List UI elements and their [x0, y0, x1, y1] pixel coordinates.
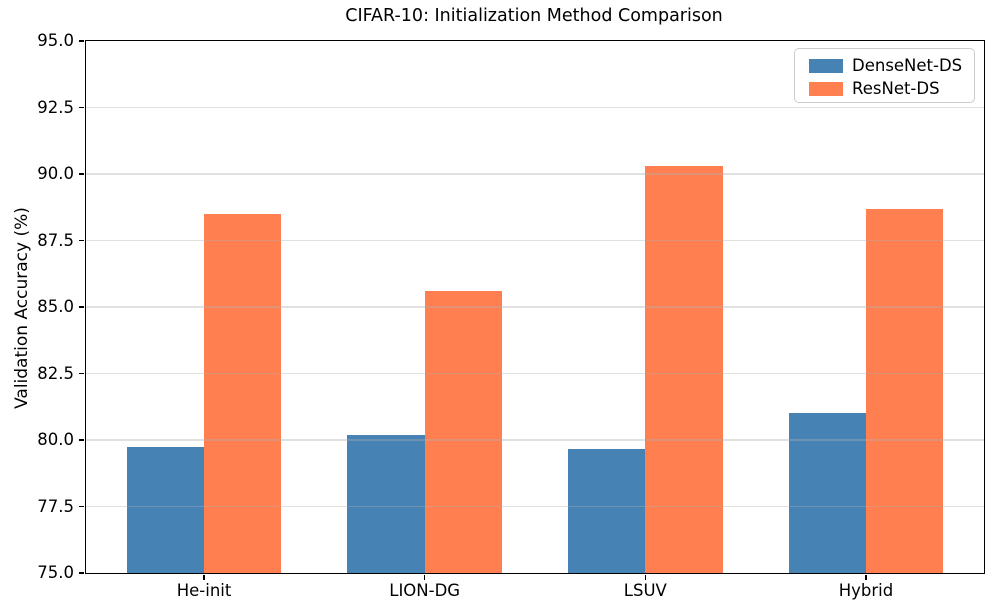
bar-resnet-ds-lion-dg — [424, 291, 502, 573]
x-tick-label-he-init: He-init — [176, 581, 232, 600]
legend: DenseNet-DS ResNet-DS — [794, 48, 975, 103]
x-tick-label-hybrid: Hybrid — [838, 581, 894, 600]
x-tick-mark — [423, 574, 426, 580]
legend-label: ResNet-DS — [852, 79, 940, 98]
legend-label: DenseNet-DS — [852, 56, 963, 75]
y-tick-label: 80.0 — [37, 430, 74, 449]
bar-resnet-ds-lsuv — [645, 166, 723, 573]
x-tick-label-lion-dg: LION-DG — [389, 581, 461, 600]
bar-resnet-ds-he-init — [204, 213, 282, 573]
y-tick-mark — [79, 40, 85, 42]
y-tick-mark — [79, 306, 85, 308]
gridline-y-90-0 — [86, 173, 984, 175]
x-tick-label-lsuv: LSUV — [623, 581, 667, 600]
legend-swatch-resnet-ds — [809, 82, 843, 96]
bar-densenet-ds-hybrid — [788, 413, 866, 573]
legend-swatch-densenet-ds — [809, 59, 843, 73]
y-tick-label: 82.5 — [37, 363, 74, 383]
y-tick-mark — [79, 372, 85, 375]
y-tick-mark — [79, 173, 85, 175]
bar-densenet-ds-lion-dg — [347, 434, 425, 573]
y-tick-label: 92.5 — [37, 97, 74, 117]
legend-item-densenet-ds: DenseNet-DS — [809, 56, 974, 76]
plot-area: 75.0 77.5 80.0 82.5 85.0 87.5 90.0 92.5 95.0 He-i… — [37, 32, 985, 600]
y-tick-label: 90.0 — [37, 164, 74, 183]
y-tick-label: 85.0 — [37, 297, 74, 316]
y-tick-label: 95.0 — [37, 31, 74, 50]
legend-item-resnet-ds: ResNet-DS — [809, 79, 974, 99]
y-tick-mark — [79, 239, 85, 242]
bar-densenet-ds-lsuv — [568, 449, 646, 573]
bar-resnet-ds-hybrid — [865, 208, 944, 573]
y-tick-mark — [79, 505, 85, 508]
gridline-y-92-5 — [86, 106, 984, 109]
bar-densenet-ds-he-init — [126, 446, 205, 573]
chart-title: CIFAR-10: Initialization Method Comparis… — [345, 6, 723, 26]
y-tick-label: 77.5 — [37, 496, 74, 516]
x-tick-mark — [203, 574, 205, 580]
y-tick-mark — [79, 106, 85, 109]
x-tick-mark — [865, 574, 867, 580]
y-tick-label: 87.5 — [37, 230, 74, 250]
y-tick-label: 75.0 — [37, 563, 74, 582]
x-tick-mark — [644, 574, 647, 580]
y-tick-mark — [79, 439, 85, 441]
y-tick-mark — [79, 572, 85, 574]
